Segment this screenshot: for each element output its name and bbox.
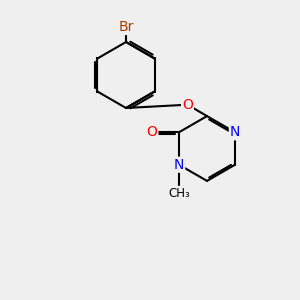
Text: O: O [146, 125, 158, 139]
Text: N: N [174, 158, 184, 172]
Text: N: N [230, 125, 240, 139]
Text: Br: Br [118, 20, 134, 34]
Text: O: O [182, 98, 193, 112]
Text: CH₃: CH₃ [168, 187, 190, 200]
